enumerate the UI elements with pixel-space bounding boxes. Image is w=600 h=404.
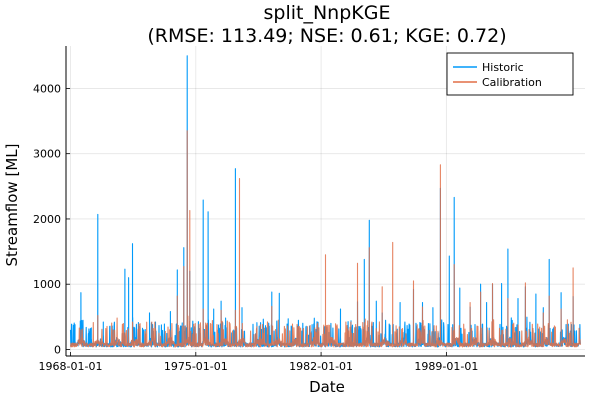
y-tick-label: 2000 <box>33 213 61 226</box>
y-tick-label: 1000 <box>33 278 61 291</box>
legend: Historic Calibration <box>446 52 574 96</box>
chart-subtitle: (RMSE: 113.49; NSE: 0.61; KGE: 0.72) <box>147 25 506 47</box>
x-tick-label: 1968-01-01 <box>39 360 103 373</box>
y-tick-label: 3000 <box>33 148 61 161</box>
legend-box <box>446 52 574 96</box>
legend-label-historic: Historic <box>482 61 524 74</box>
x-tick-label: 1989-01-01 <box>414 360 478 373</box>
legend-label-calibration: Calibration <box>482 76 542 89</box>
y-tick-label: 4000 <box>33 82 61 95</box>
series-line-calibration <box>69 130 581 348</box>
y-tick-label: 0 <box>54 343 61 356</box>
x-tick-label: 1975-01-01 <box>164 360 228 373</box>
x-tick-label: 1982-01-01 <box>289 360 353 373</box>
series-layer <box>69 55 581 348</box>
axes-frame <box>65 46 585 357</box>
y-axis-label: Streamflow [ML] <box>3 144 21 267</box>
chart-title: split_NnpKGE <box>264 2 391 24</box>
x-axis-label: Date <box>309 378 345 396</box>
ticks: 1968-01-01 1975-01-01 1982-01-01 1989-01-01… <box>33 82 478 373</box>
